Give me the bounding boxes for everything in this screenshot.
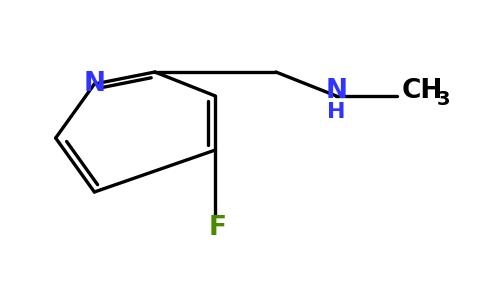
Text: H: H (327, 103, 346, 122)
Text: N: N (325, 79, 348, 104)
Text: 3: 3 (437, 90, 451, 109)
Text: N: N (83, 71, 106, 97)
Text: F: F (209, 215, 227, 241)
Text: CH: CH (402, 79, 443, 104)
